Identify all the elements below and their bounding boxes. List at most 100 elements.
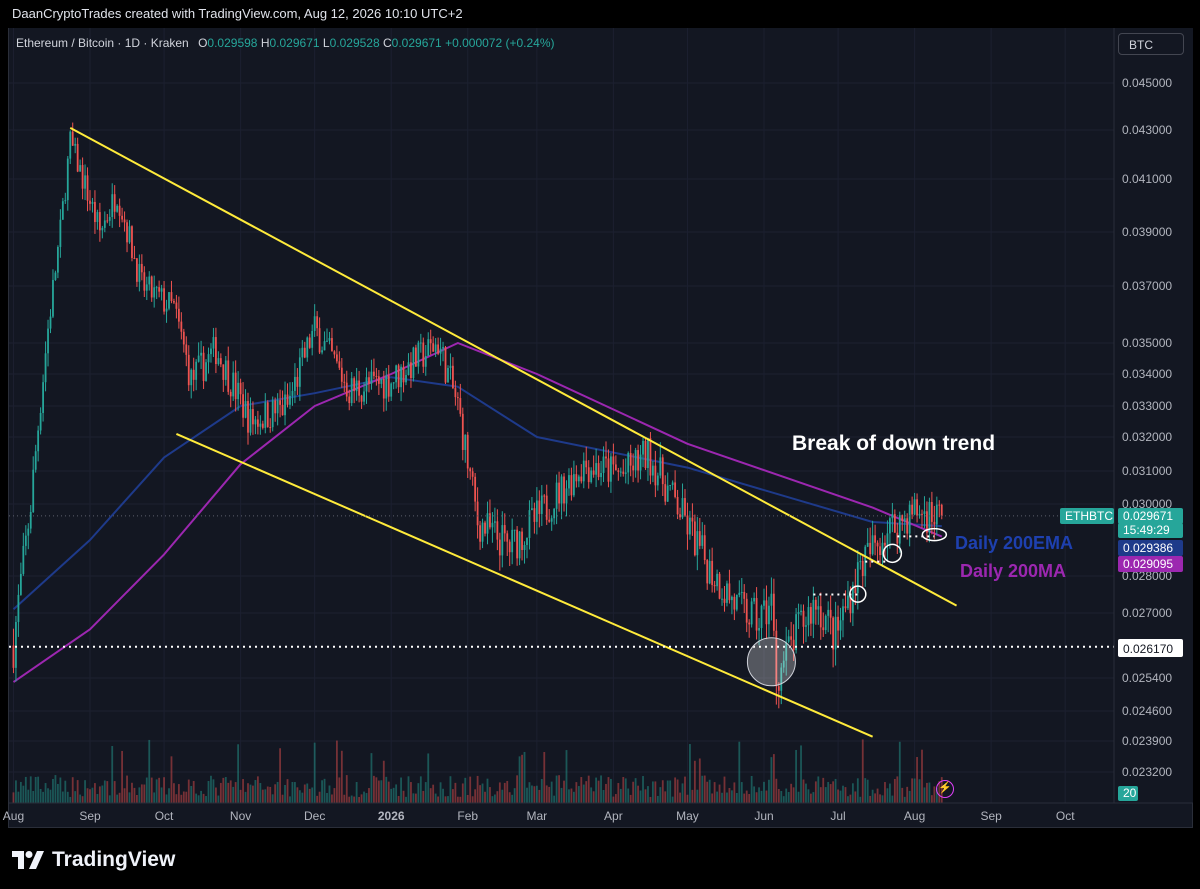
candle-body [234,372,237,400]
time-tick-label: 2026 [378,809,405,823]
candle-body [834,616,837,650]
price-axis[interactable]: 0.045000 0.043000 0.041000 0.039000 0.037000… [1060,28,1193,803]
volume-bar [721,792,723,803]
candle-body [173,301,175,303]
volume-bar [395,784,398,803]
volume-bar [743,793,746,803]
volume-bar [185,791,188,803]
candle-body [32,469,35,513]
candle-body [780,667,783,691]
candle-body [86,175,89,201]
volume-bar [693,760,696,803]
last-price-tag-text: 0.029671 [1123,509,1173,523]
volume-bar [928,782,931,803]
candle-body [150,276,153,298]
candle-body [365,377,368,392]
candle-body [689,517,691,535]
candle-body [533,508,536,522]
volume-bar [390,788,393,803]
candle-body [597,463,600,478]
volume-bar [856,778,859,803]
high-value: 0.029671 [269,36,320,50]
volume-bar [760,790,763,803]
volume-bar [150,777,153,803]
candle-body [881,542,884,556]
volume-bar [461,783,464,803]
price-chart[interactable]: 0.045000 0.043000 0.041000 0.039000 0.037000… [0,0,1200,829]
candle-body [212,337,215,349]
candle-body [866,542,869,547]
support-price-tag-text: 0.026170 [1123,642,1173,656]
candle-body [217,358,220,365]
candle-body [627,452,630,473]
volume-bar [930,795,933,803]
volume-bar [217,795,220,803]
volume-bar [261,789,264,803]
volume-bar [775,778,778,803]
candle-body [740,591,743,593]
volume-bar [321,780,323,803]
volume-bar [442,788,444,803]
candle-body [933,521,936,525]
volume-bar [921,749,923,803]
candle-body [785,641,788,661]
candle-body [363,391,365,402]
volume-bar [195,793,198,803]
volume-bar [513,788,516,803]
candle-body [22,545,25,574]
volume-bar [847,796,849,803]
volume-bar [632,781,635,803]
volume-bar [526,787,528,803]
volume-bar [484,791,486,803]
candle-body [133,257,136,259]
candle-body [760,605,763,629]
low-label: L [322,36,330,50]
volume-bar [247,783,249,803]
volume-bar [269,786,272,803]
volume-bar [155,779,158,803]
candle-body [513,529,516,531]
ma-price-tag-text: 0.029095 [1123,557,1173,571]
candle-body [898,515,901,544]
volume-bar [397,796,400,803]
volume-bar [424,782,427,803]
candle-body [555,482,558,509]
candle-body [318,328,321,353]
volume-bar [834,778,837,803]
volume-bar [864,778,867,803]
volume-bar [548,786,551,803]
volume-bar [101,785,104,803]
candle-body [531,508,533,511]
volume-bar [802,779,805,803]
volume-bar [491,796,494,803]
candle-body [392,382,395,384]
volume-bar [382,760,385,803]
candle-body [871,535,874,555]
volume-bar [600,775,602,803]
volume-bar [553,795,556,803]
candle-body [553,508,556,519]
volume-bar [735,792,738,803]
volume-bar [59,777,62,803]
candle-body [928,501,931,533]
tradingview-logo[interactable]: TradingView [12,847,175,873]
lightning-icon[interactable]: ⚡ [936,780,954,798]
candle-body [474,476,477,502]
volume-bar [733,782,736,803]
volume-bar [496,791,499,803]
candle-body [493,521,496,523]
candle-body [634,450,637,471]
trendline [69,126,958,607]
volume-bar [780,790,783,803]
candle-body [563,476,565,504]
currency-button[interactable]: BTC [1118,33,1184,55]
volume-bar [205,796,207,803]
candle-body [580,476,583,482]
candle-body [29,512,32,529]
time-axis[interactable]: Aug Sep Oct Nov Dec 2026 Feb Mar Apr May Jun Jul Aug… [3,802,1193,823]
volume-bar [419,776,422,803]
volume-bar [629,794,632,803]
candle-body [429,339,432,344]
candle-body [207,354,210,363]
volume-bar [871,789,874,803]
